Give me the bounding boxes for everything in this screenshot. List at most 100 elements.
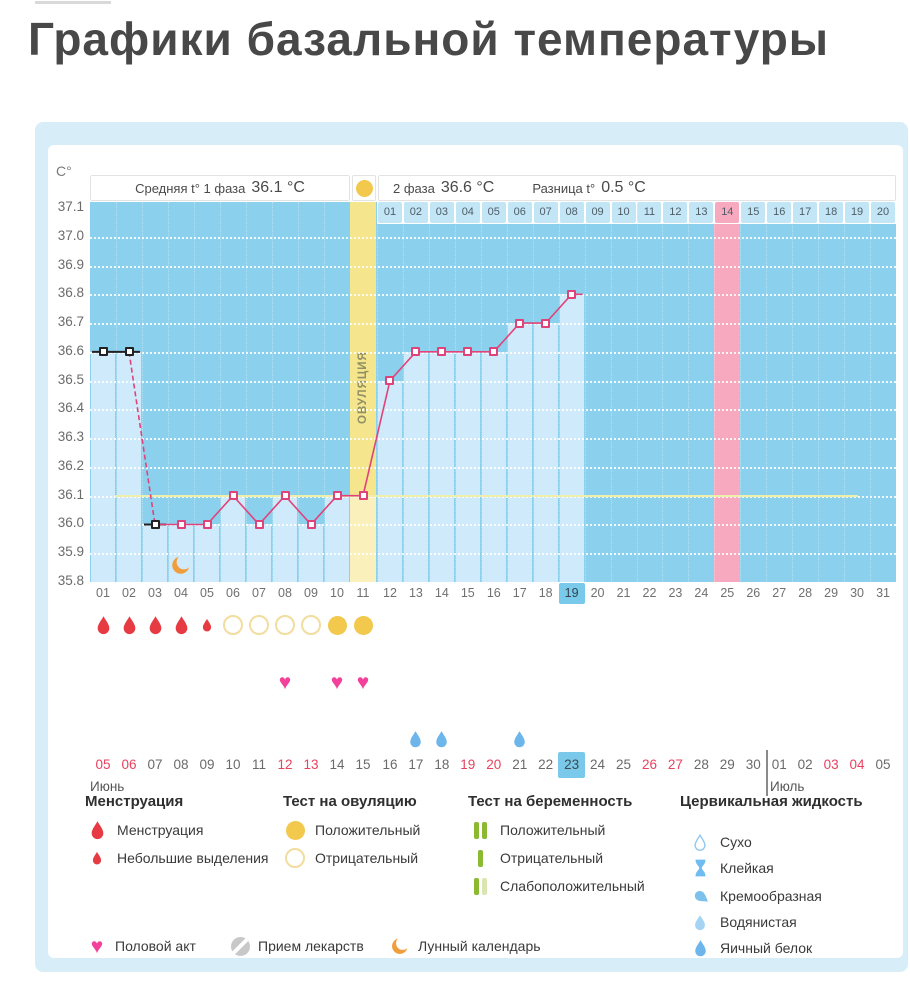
date-cell: 28 — [693, 757, 709, 772]
date-cell: 18 — [434, 757, 450, 772]
cycle-day-label[interactable]: 05 — [200, 586, 214, 600]
phase1-average-box: Средняя t° 1 фаза 36.1 °C — [90, 175, 350, 201]
cycle-day-label[interactable]: 25 — [720, 586, 735, 600]
column-separator — [610, 202, 612, 582]
ovulation-test-negative-icon — [221, 614, 245, 636]
date-cell: 04 — [849, 757, 865, 772]
comma-blue-icon — [688, 885, 712, 907]
cycle-day-label[interactable]: 14 — [434, 586, 449, 600]
phase2-label: 2 фаза — [393, 180, 435, 196]
legend-item-label: Яичный белок — [720, 940, 813, 956]
moon-icon — [170, 554, 192, 581]
cycle-day-label[interactable]: 06 — [226, 586, 240, 600]
legend-item-label: Отрицательный — [315, 850, 419, 866]
ovulation-test-negative-icon — [273, 614, 297, 636]
temperature-point[interactable] — [541, 318, 551, 328]
gridline — [90, 236, 896, 239]
cycle-day-label[interactable]: 30 — [850, 586, 865, 600]
cycle-day-label[interactable]: 10 — [330, 586, 344, 600]
temperature-point[interactable] — [332, 491, 342, 501]
cervical-fluid-drop-icon — [508, 728, 532, 750]
temperature-point[interactable] — [150, 519, 160, 529]
cycle-day-label[interactable]: 03 — [148, 586, 162, 600]
legend-section-title: Цервикальная жидкость — [680, 793, 863, 810]
ovulation-test-negative-icon — [299, 614, 323, 636]
temperature-point[interactable] — [411, 347, 421, 357]
temperature-point[interactable] — [176, 519, 186, 529]
cycle-day-label[interactable]: 18 — [538, 586, 553, 600]
phase2-day-cell: 18 — [819, 202, 844, 223]
temperature-point[interactable] — [202, 519, 212, 529]
cycle-day-label[interactable]: 17 — [512, 586, 527, 600]
cycle-day-label[interactable]: 27 — [772, 586, 787, 600]
column-separator — [792, 202, 794, 582]
cycle-day-label[interactable]: 16 — [486, 586, 501, 600]
temperature-point[interactable] — [489, 347, 499, 357]
gridline — [90, 409, 896, 412]
day-fill-column — [273, 495, 297, 582]
phase2-day-cell: 06 — [507, 202, 532, 223]
menstruation-drop-icon — [117, 614, 141, 636]
cycle-day-label[interactable]: 08 — [278, 586, 292, 600]
date-cell: 17 — [408, 757, 424, 772]
circle-yellow-open-icon — [283, 847, 307, 869]
temperature-point[interactable] — [98, 347, 108, 357]
legend-item-label: Отрицательный — [500, 850, 604, 866]
column-separator — [662, 202, 664, 582]
temperature-point[interactable] — [463, 347, 473, 357]
cycle-day-label[interactable]: 31 — [876, 586, 890, 600]
phase1-value: 36.1 °C — [251, 179, 305, 196]
page-title: Графики базальной температуры — [28, 13, 830, 65]
column-separator — [142, 202, 143, 582]
bars-two-green-icon — [468, 819, 492, 841]
phase2-day-cell: 11 — [637, 202, 662, 223]
date-cell: 21 — [512, 757, 528, 772]
cycle-day-label[interactable]: 26 — [746, 586, 761, 600]
phase2-day-cell: 17 — [793, 202, 818, 223]
temperature-point[interactable] — [385, 376, 395, 386]
cycle-day-label[interactable]: 20 — [590, 586, 605, 600]
cycle-day-label[interactable]: 04 — [174, 586, 188, 600]
cycle-day-label[interactable]: 21 — [616, 586, 631, 600]
temperature-point[interactable] — [567, 289, 577, 299]
top-divider — [35, 1, 111, 4]
legend-item-label: Водянистая — [720, 914, 797, 930]
temperature-point[interactable] — [228, 491, 238, 501]
phase2-day-cell: 08 — [559, 202, 584, 223]
temperature-point[interactable] — [124, 347, 134, 357]
y-axis-tick: 37.1 — [57, 199, 84, 214]
cycle-day-label[interactable]: 13 — [408, 586, 423, 600]
cycle-day-label[interactable]: 09 — [304, 586, 318, 600]
legend-item-label: Менструация — [117, 822, 204, 838]
cervical-fluid-drop-icon — [404, 728, 428, 750]
temperature-point[interactable] — [358, 491, 368, 501]
cycle-day-label[interactable]: 02 — [122, 586, 136, 600]
cycle-day-label[interactable]: 28 — [798, 586, 813, 600]
drop-red-icon — [85, 819, 109, 841]
temperature-point[interactable] — [515, 318, 525, 328]
cycle-day-label[interactable]: 15 — [460, 586, 475, 600]
date-cell: 01 — [771, 757, 787, 772]
cycle-day-label[interactable]: 07 — [252, 586, 266, 600]
difference-label: Разница t° — [532, 180, 596, 196]
cycle-day-label[interactable]: 22 — [642, 586, 657, 600]
cycle-day-label[interactable]: 23 — [668, 586, 683, 600]
ovulation-column: ОВУЛЯЦИЯ — [350, 202, 376, 582]
column-separator — [246, 202, 247, 582]
phase2-day-cell: 03 — [429, 202, 454, 223]
temperature-point[interactable] — [280, 491, 290, 501]
temperature-point[interactable] — [306, 519, 316, 529]
cycle-day-label[interactable]: 11 — [356, 586, 370, 600]
drop-red-small-icon — [85, 847, 109, 869]
intercourse-heart-icon: ♥ — [278, 670, 292, 694]
coverline — [115, 495, 858, 497]
temperature-point[interactable] — [254, 519, 264, 529]
cycle-day-label[interactable]: 01 — [96, 586, 110, 600]
phase2-day-cell: 01 — [377, 202, 402, 223]
cycle-day-label[interactable]: 19 — [558, 583, 585, 604]
cycle-day-label[interactable]: 12 — [383, 586, 397, 600]
cycle-day-label[interactable]: 24 — [694, 586, 709, 600]
temperature-point[interactable] — [437, 347, 447, 357]
cycle-day-label[interactable]: 29 — [824, 586, 839, 600]
